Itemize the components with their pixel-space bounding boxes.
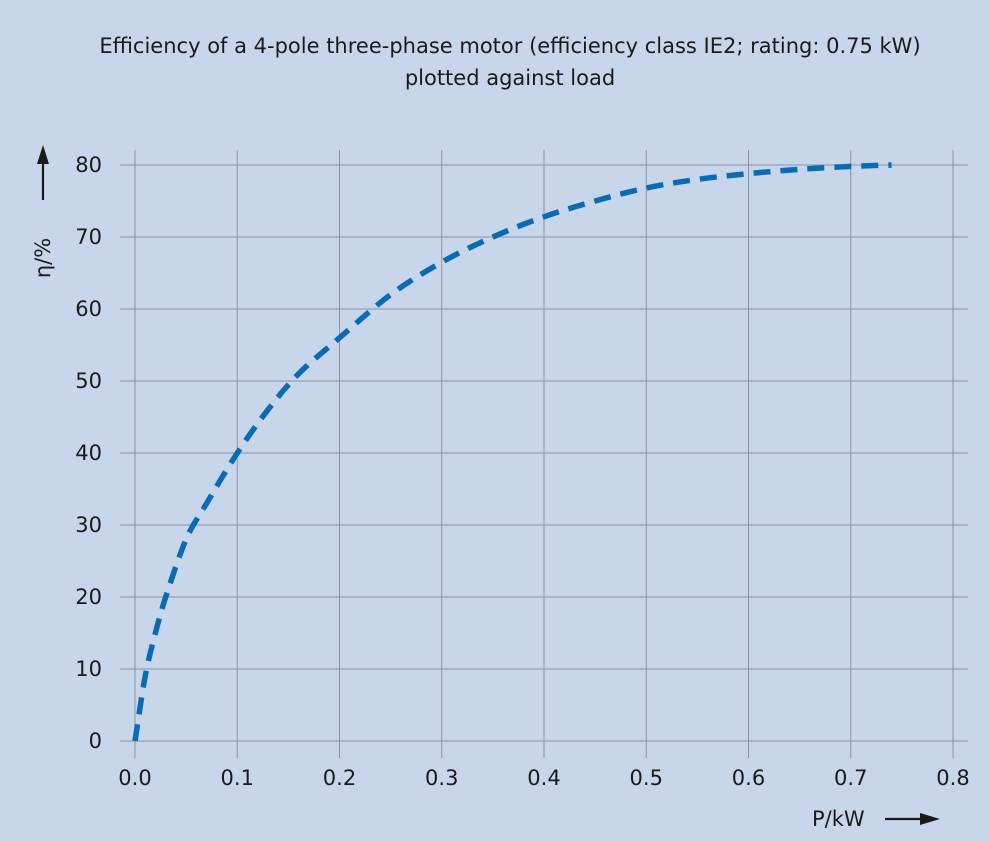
x-axis-label: P/kW — [812, 807, 865, 831]
y-tick-label: 40 — [75, 441, 102, 465]
x-tick-label: 0.3 — [425, 766, 458, 790]
x-tick-label: 0.4 — [527, 766, 560, 790]
chart-title-line-1: Efficiency of a 4-pole three-phase motor… — [99, 34, 921, 58]
y-tick-label: 80 — [75, 153, 102, 177]
y-tick-label: 70 — [75, 225, 102, 249]
x-axis-arrow-head — [920, 813, 940, 825]
y-tick-label: 50 — [75, 369, 102, 393]
y-tick-label: 60 — [75, 297, 102, 321]
x-tick-label: 0.2 — [323, 766, 356, 790]
y-tick-label: 0 — [89, 729, 102, 753]
chart-title-line-2: plotted against load — [404, 66, 616, 90]
y-tick-label: 20 — [75, 585, 102, 609]
x-tick-label: 0.6 — [732, 766, 765, 790]
x-tick-label: 0.1 — [221, 766, 254, 790]
x-tick-label: 0.5 — [630, 766, 663, 790]
y-tick-label: 10 — [75, 657, 102, 681]
efficiency-curve — [132, 162, 892, 742]
x-tick-label: 0.8 — [936, 766, 969, 790]
x-tick-label: 0.0 — [118, 766, 151, 790]
y-tick-label: 30 — [75, 513, 102, 537]
y-axis-arrow-head — [37, 145, 49, 164]
x-tick-label: 0.7 — [834, 766, 867, 790]
chart-title: Efficiency of a 4-pole three-phase motor… — [60, 30, 960, 94]
y-axis-label: η/% — [31, 238, 55, 278]
